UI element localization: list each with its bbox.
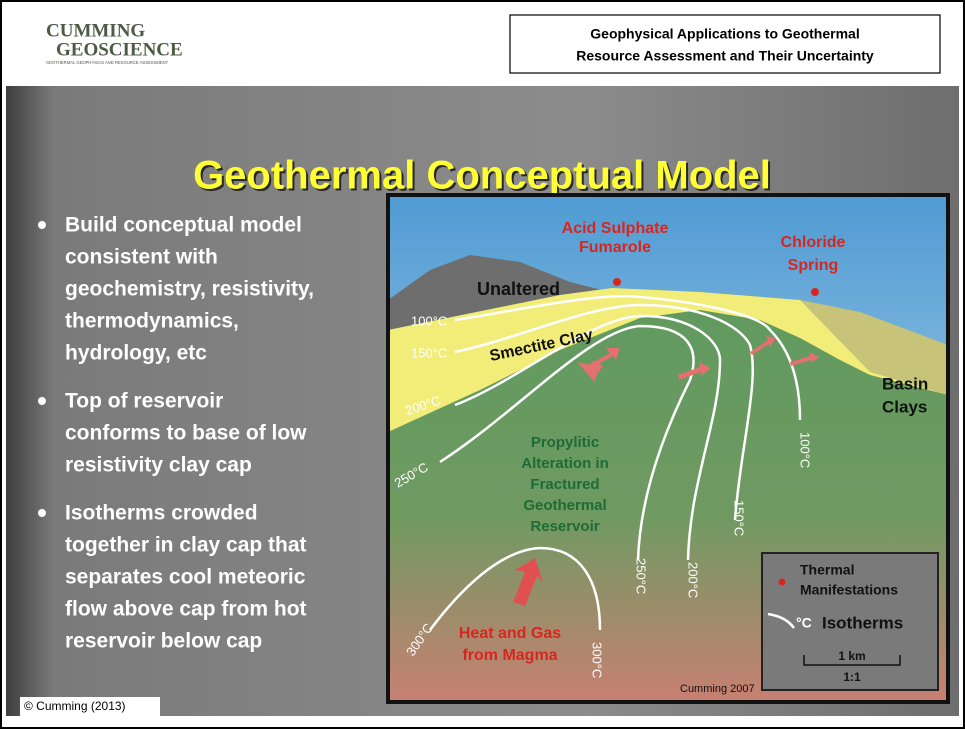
magma-label: Heat and Gas [459,625,561,642]
spring-label: Chloride [781,234,846,251]
basin-label: Basin [882,374,928,393]
scale-ratio: 1:1 [843,670,861,684]
legend-marker [779,579,786,586]
legend-text: Isotherms [822,613,903,632]
isotherm-label: 100°C [411,313,447,328]
bullet-text: hydrology, etc [65,342,207,365]
header-title: Resource Assessment and Their Uncertaint… [576,48,874,64]
reservoir-label: Alteration in [521,455,609,472]
copyright: © Cumming (2013) [24,699,126,713]
bullet-text: together in clay cap that [65,534,307,557]
fumarole-label: Acid Sulphate [562,220,669,237]
basin-label: Clays [882,397,927,416]
bullet-text: separates cool meteoric [65,566,306,589]
scale-label: 1 km [838,649,865,663]
bullet-text: thermodynamics, [65,310,239,333]
slide-title: Geothermal Conceptual Model [193,154,771,198]
legend-text: Manifestations [800,582,898,598]
spring-label: Spring [788,257,839,274]
magma-label: from Magma [462,647,557,664]
bullet-text: consistent with [65,246,218,269]
legend-text: Thermal [800,562,854,578]
isotherm-label: 200°C [686,562,701,598]
bullet-text: resistivity clay cap [65,454,252,477]
diagram: Acid Sulphate Fumarole Chloride Spring U… [388,195,948,702]
reservoir-label: Propylitic [531,434,599,451]
fumarole-marker [613,278,621,286]
bullet-text: Build conceptual model [65,214,302,237]
bullet-text: Isotherms crowded [65,502,258,525]
isotherm-label: 100°C [798,432,813,468]
logo-line: CUMMING [46,20,145,41]
reservoir-label: Geothermal [523,497,606,514]
bullet-list: Build conceptual model consistent with geo… [38,214,314,653]
spring-marker [811,288,819,296]
legend-unit: °C [796,615,812,631]
bullet-text: reservoir below cap [65,630,262,653]
fumarole-label: Fumarole [579,239,651,256]
unaltered-label: Unaltered [477,279,560,299]
bullet-dot [38,221,46,229]
reservoir-label: Reservoir [530,518,599,535]
header-title: Geophysical Applications to Geothermal [590,26,859,42]
isotherm-label: 300°C [590,642,605,678]
bullet-text: flow above cap from hot [65,598,307,621]
reservoir-label: Fractured [530,476,599,493]
bullet-text: conforms to base of low [65,422,307,445]
isotherm-label: 150°C [411,345,447,360]
bullet-text: geochemistry, resistivity, [65,278,314,301]
isotherm-label: 150°C [732,500,747,536]
slide: CUMMING GEOSCIENCE GEOTHERMAL GEOPHYSICS… [0,0,965,729]
credit: Cumming 2007 [680,683,755,695]
isotherm-label: 250°C [634,558,649,594]
logo-line: GEOSCIENCE [56,39,183,60]
header-box [510,15,940,73]
logo-tagline: GEOTHERMAL GEOPHYSICS AND RESOURCE ASSES… [46,60,169,65]
bullet-text: Top of reservoir [65,390,223,413]
bullet-dot [38,397,46,405]
bullet-dot [38,509,46,517]
